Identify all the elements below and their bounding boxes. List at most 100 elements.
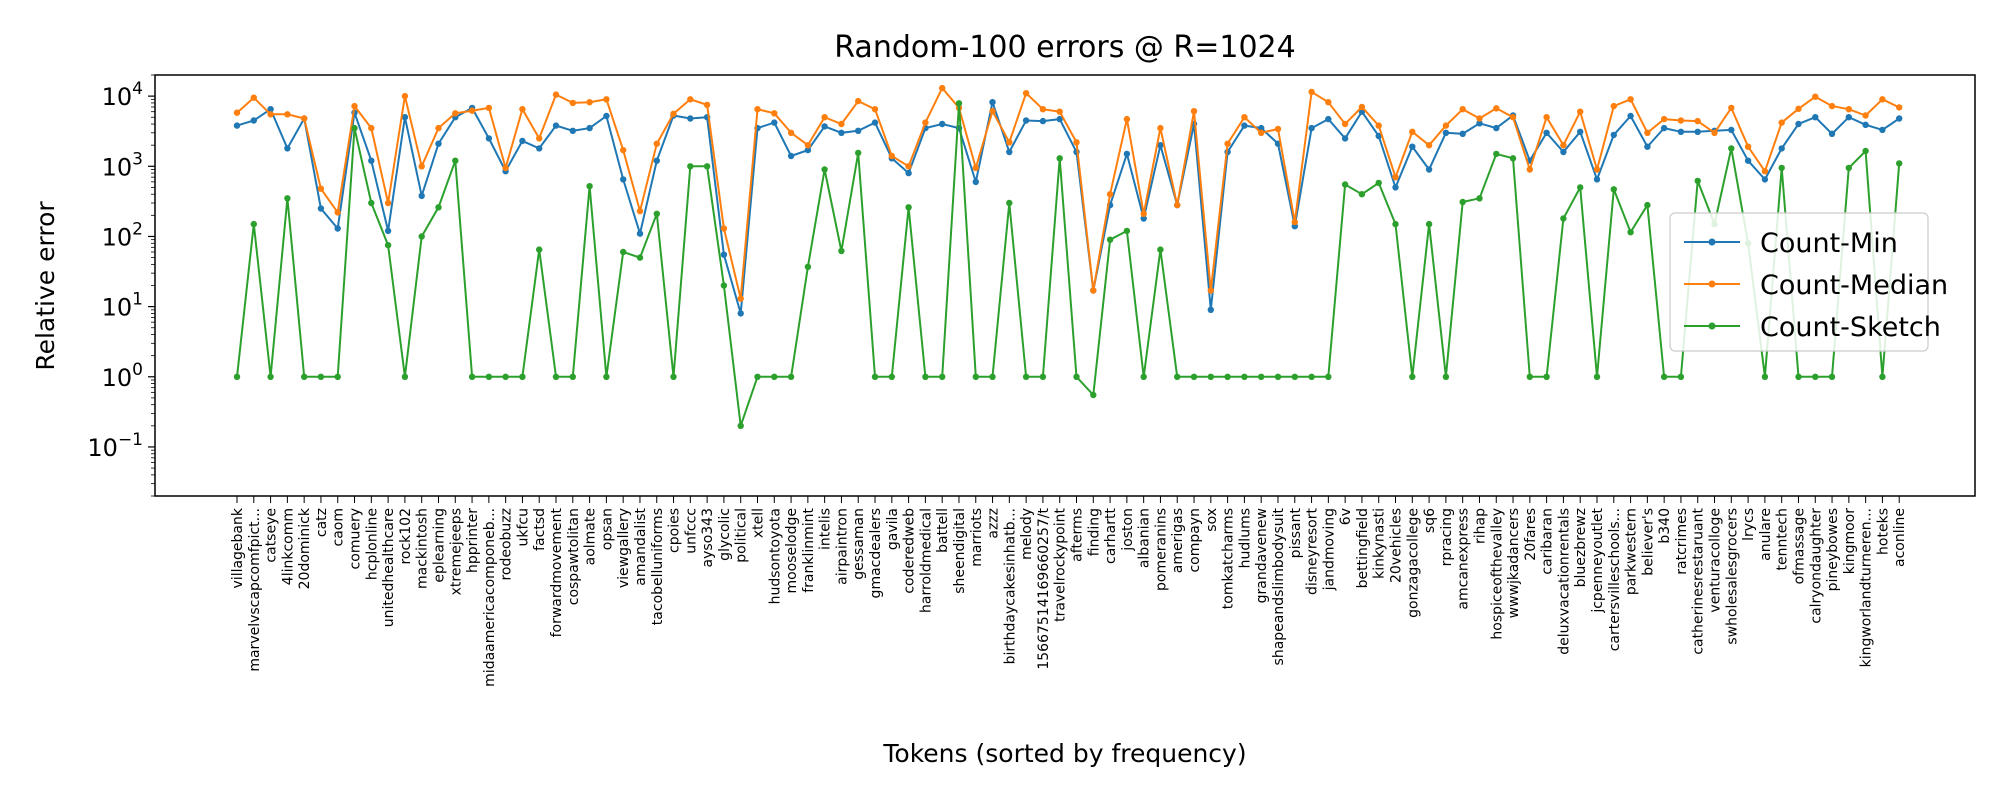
x-tick-label: rpracing — [1439, 508, 1455, 566]
data-point — [536, 135, 543, 142]
data-point — [569, 127, 576, 134]
data-point — [1006, 199, 1013, 207]
data-point — [569, 373, 576, 380]
data-point — [804, 263, 812, 270]
data-point — [1778, 164, 1785, 172]
data-point — [1207, 287, 1215, 294]
x-tick-label: gessaman — [851, 508, 867, 580]
data-point — [1694, 128, 1701, 135]
data-point — [1862, 147, 1869, 155]
data-point — [939, 84, 946, 92]
data-point — [1006, 148, 1013, 156]
data-point — [1039, 373, 1047, 380]
data-point — [1056, 108, 1063, 115]
data-point — [1392, 174, 1399, 181]
x-tick-label: hospiceofthevalley — [1489, 508, 1505, 640]
data-point — [1325, 373, 1332, 380]
data-point — [1896, 104, 1903, 111]
legend-label: Count-Sketch — [1760, 312, 1941, 343]
data-point — [1157, 246, 1164, 253]
data-point — [687, 163, 694, 170]
data-point — [1442, 129, 1450, 136]
x-tick-label: pineybowes — [1825, 508, 1841, 591]
data-point — [384, 199, 392, 207]
data-point — [1560, 215, 1567, 222]
data-point — [1845, 106, 1853, 113]
x-tick-label: lrycs — [1741, 508, 1757, 541]
data-point — [1660, 115, 1668, 123]
data-point — [922, 373, 929, 380]
data-point — [250, 117, 257, 124]
data-point — [1056, 155, 1063, 162]
data-point — [653, 157, 660, 164]
data-point — [1039, 117, 1047, 125]
data-point — [653, 140, 660, 147]
data-point — [1795, 105, 1802, 113]
data-point — [1207, 306, 1215, 313]
data-point — [1392, 184, 1399, 191]
x-tick-label: sheendigital — [952, 508, 968, 594]
data-point — [1325, 115, 1332, 123]
data-point — [1308, 373, 1315, 380]
data-point — [1677, 128, 1685, 135]
x-tick-label: marvelvscapcomfpict... — [247, 508, 263, 672]
data-point — [1610, 102, 1618, 110]
y-axis-label: Relative error — [31, 201, 60, 371]
data-point — [855, 149, 862, 157]
data-point — [1258, 129, 1265, 136]
x-tick-label: 20dominick — [297, 507, 313, 589]
data-point — [1543, 129, 1550, 136]
data-point — [1409, 143, 1416, 150]
x-tick-label: 4linkcomm — [280, 508, 296, 585]
x-tick-label: ofmassage — [1792, 508, 1808, 584]
data-point — [1106, 191, 1114, 198]
data-point — [787, 152, 795, 160]
x-tick-label: venturacolloge — [1708, 508, 1724, 613]
data-point — [1694, 177, 1701, 185]
x-tick-label: cartersvilleschools... — [1607, 508, 1623, 651]
data-point — [250, 94, 257, 101]
data-point — [720, 225, 728, 232]
data-point — [317, 185, 325, 192]
data-point — [250, 220, 257, 228]
data-point — [771, 373, 778, 380]
data-point — [703, 101, 711, 109]
data-point — [1778, 145, 1785, 152]
data-point — [519, 106, 526, 113]
data-point — [1778, 119, 1785, 126]
data-point — [1828, 102, 1836, 110]
data-point — [1174, 373, 1181, 380]
data-point — [284, 195, 291, 202]
data-point — [586, 99, 593, 106]
data-point — [519, 373, 526, 380]
data-point — [871, 119, 879, 126]
x-tick-label: cpoies — [667, 508, 683, 553]
data-point — [1509, 155, 1517, 162]
data-point — [317, 205, 325, 212]
x-tick-label: amandalist — [633, 507, 649, 585]
data-point — [1644, 143, 1651, 150]
x-tick-label: marriots — [969, 508, 985, 567]
data-point — [620, 248, 627, 256]
data-point — [1476, 120, 1483, 127]
x-tick-label: azzz — [986, 508, 1002, 539]
data-point — [1593, 166, 1601, 173]
data-point — [939, 120, 946, 128]
data-point — [1207, 373, 1215, 380]
x-tick-label: kingworlandturneren... — [1859, 508, 1875, 667]
data-point — [1526, 166, 1534, 173]
data-point — [267, 106, 274, 113]
data-point — [1241, 114, 1248, 121]
data-point — [603, 96, 610, 103]
data-point — [452, 110, 459, 117]
data-point — [1543, 373, 1550, 380]
plot-frame — [154, 74, 1976, 497]
data-point — [1459, 106, 1466, 113]
data-point — [1728, 126, 1735, 134]
data-point — [233, 109, 241, 116]
data-point — [1123, 150, 1131, 158]
data-point — [284, 111, 291, 118]
data-point — [418, 233, 425, 240]
x-tick-label: coderedweb — [902, 508, 918, 594]
data-point — [1274, 125, 1282, 133]
